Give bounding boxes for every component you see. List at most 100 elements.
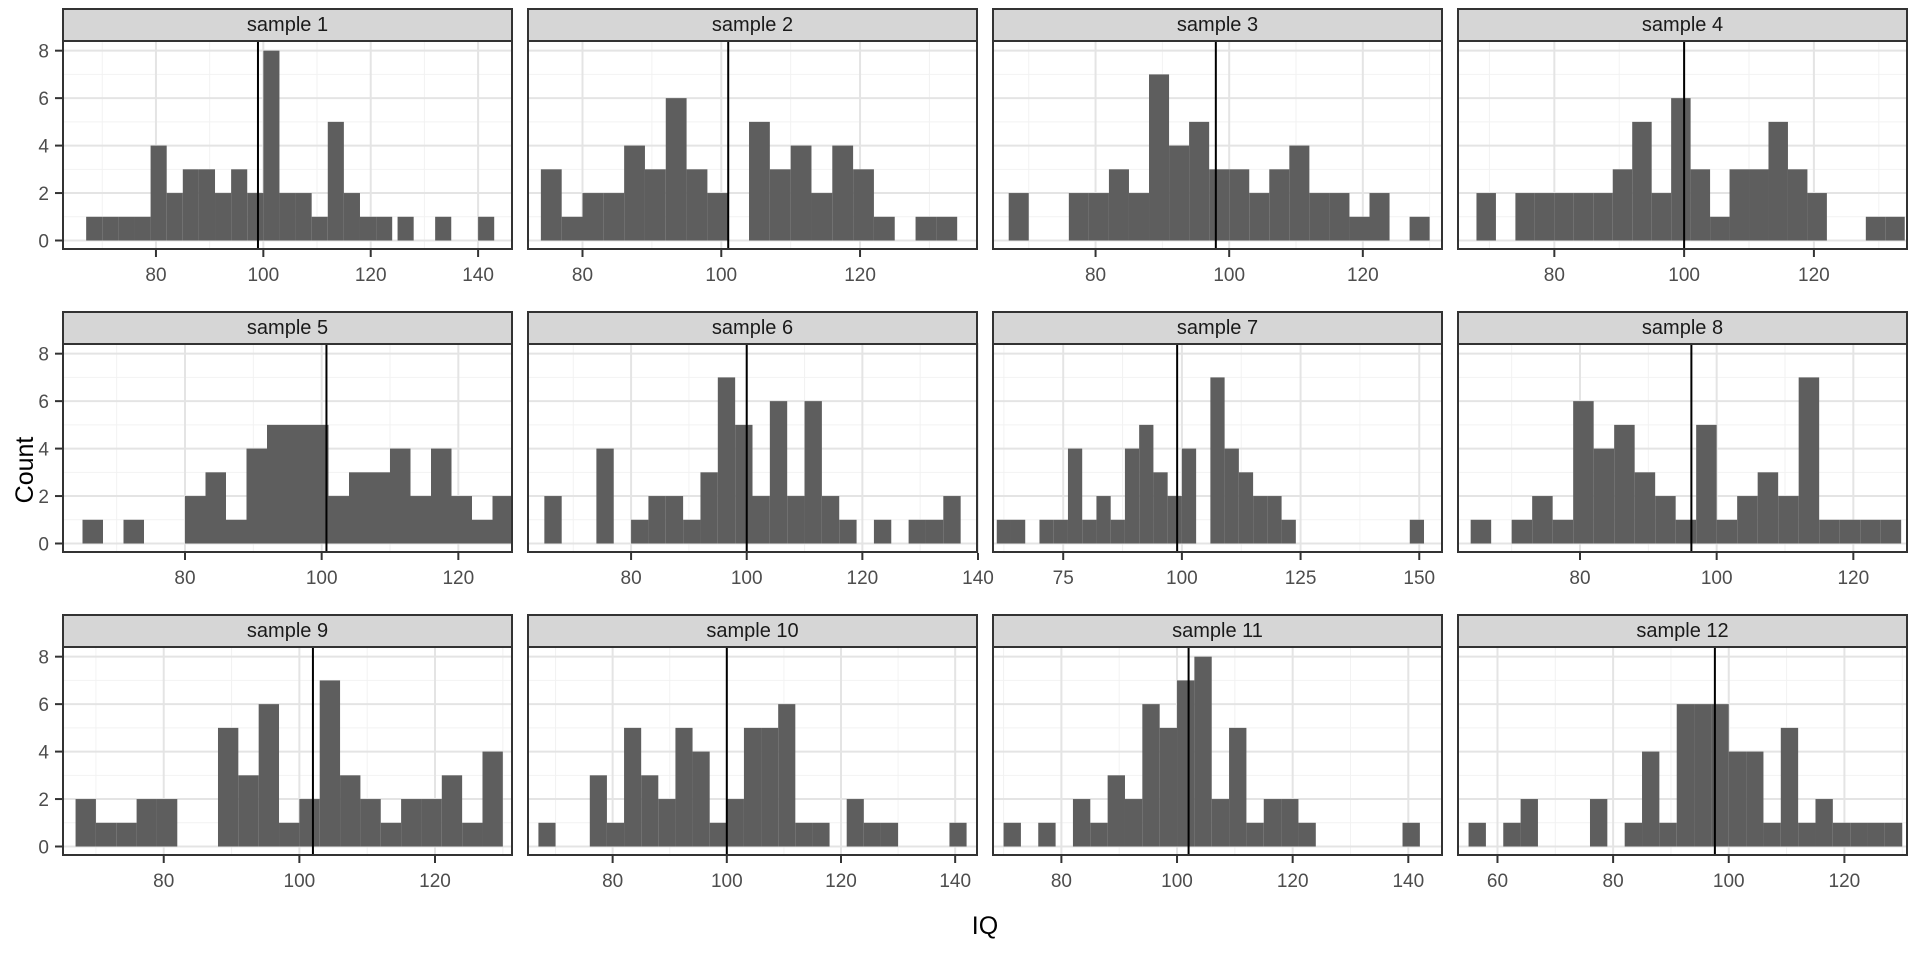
x-axis: 80 100 120 [1085,250,1379,286]
histogram-bar [795,822,813,847]
histogram-bar [376,216,393,241]
histogram-bar [769,401,788,544]
x-tick-label: 80 [602,871,623,892]
histogram-bar [811,193,833,241]
y-tick-label: 6 [38,695,49,716]
facet-strip-label: sample 12 [1457,614,1908,648]
histogram-bar [1039,519,1054,544]
x-tick-label: 140 [962,568,994,589]
histogram-bar [1728,751,1747,847]
histogram-bar [707,193,729,241]
histogram-bar [1798,377,1820,544]
histogram-bar [1053,519,1068,544]
histogram-bar [1694,704,1712,847]
histogram-bar [717,377,736,544]
panel-border [1457,646,1908,856]
histogram-bar [311,216,328,241]
histogram-bar [686,169,708,241]
histogram-bar [478,216,495,241]
histogram-bar [582,193,604,241]
panel-border [992,646,1443,856]
histogram-bar [1298,822,1316,847]
histogram-bar [1369,193,1390,241]
histogram-bar [1159,727,1178,847]
histogram-bar [873,216,895,241]
histogram-bar [749,121,770,241]
histogram-bar [880,822,899,847]
facet-strip-label: sample 7 [992,311,1443,345]
x-tick-label: 150 [1403,568,1435,589]
histogram-bar [1651,193,1672,241]
x-axis: 80 100 120 [153,856,451,892]
histogram-bar [1476,193,1496,241]
histogram-bar [665,98,687,241]
histogram-bar [1068,193,1089,241]
histogram-bar [1281,519,1296,544]
x-axis-title: IQ [971,912,999,940]
histogram-bar [441,775,463,847]
histogram-bars [1476,98,1905,241]
histogram-bar [1819,519,1840,544]
histogram-bar [1267,496,1282,544]
histogram-plot: 80 100 120 140 [527,646,978,892]
histogram-bar [839,519,857,544]
y-tick-label: 2 [38,487,49,508]
histogram-bar [1780,727,1799,847]
histogram-bar [343,193,360,241]
histogram-bar [1139,424,1154,544]
histogram-bar [1573,193,1594,241]
histogram-bar [472,519,493,544]
x-tick-label: 80 [1603,871,1624,892]
histogram-bar [787,496,805,544]
histogram-bar [1008,193,1029,241]
histogram-bar [1839,519,1861,544]
histogram-bar [812,822,830,847]
histogram-bar [1729,169,1750,241]
histogram-bar [1067,448,1083,544]
x-tick-label: 100 [705,265,737,286]
histogram-bar [1659,822,1677,847]
histogram-bar [295,193,312,241]
histogram-plot: 80 100 120 [527,40,978,286]
x-tick-label: 100 [1713,871,1745,892]
histogram-bar [308,424,329,544]
histogram-bar [665,496,684,544]
histogram-bar [217,727,239,847]
histogram-bar [631,519,649,544]
histogram-bar [1552,519,1574,544]
x-tick-label: 100 [1161,871,1193,892]
histogram-bar [1263,799,1282,847]
histogram-bar [1107,775,1125,847]
x-tick-label: 80 [153,871,174,892]
histogram-bar [156,799,178,847]
histogram-bar [1169,145,1190,241]
x-tick-label: 125 [1285,568,1317,589]
x-axis: 80 100 120 140 [1051,856,1424,892]
panel-border [527,646,978,856]
histogram-bar [1778,496,1799,544]
y-tick-label: 4 [38,743,49,764]
y-axis: 0 2 4 6 8 [38,648,62,859]
histogram-bar [1224,448,1239,544]
histogram-bar [538,822,556,847]
histogram-bar [82,519,103,544]
histogram-bar [492,496,513,544]
histogram-bar [644,169,666,241]
histogram-bar [658,799,676,847]
histogram-bar [540,169,562,241]
facet-panel: sample 4 80 100 120 [1457,8,1908,294]
histogram-bar [1757,472,1779,544]
histogram-bar [761,727,779,847]
x-tick-label: 120 [355,265,387,286]
x-tick-label: 80 [174,568,195,589]
x-tick-label: 80 [1569,568,1590,589]
y-axis-title: Count [11,436,39,504]
x-axis: 80 100 120 140 [621,553,994,589]
histogram-bar [185,496,206,544]
x-tick-label: 120 [1347,265,1379,286]
histogram-bar [692,751,710,847]
x-axis: 80 100 120 [572,250,876,286]
histogram-bar [1532,496,1553,544]
histogram-bar [949,822,967,847]
